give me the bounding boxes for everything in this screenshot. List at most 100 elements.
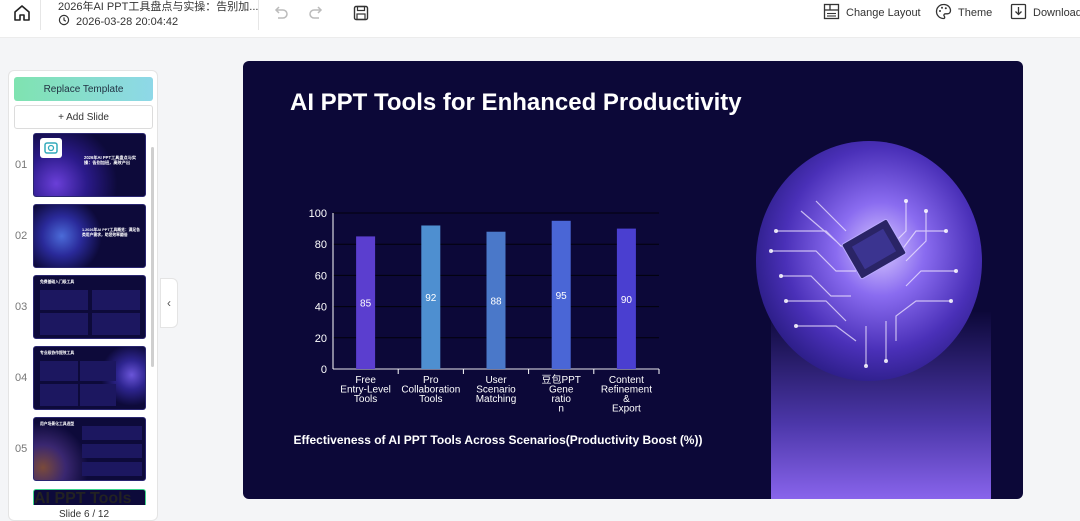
slide-thumbnail-selected[interactable]: AI PPT Tools for Enhanced Productivity — [33, 489, 146, 505]
collapse-panel-button[interactable]: ‹ — [160, 278, 178, 328]
chevron-left-icon: ‹ — [167, 296, 171, 310]
data-label: 92 — [425, 293, 437, 304]
content-box — [80, 384, 116, 406]
content-box — [40, 384, 78, 406]
replace-template-button[interactable]: Replace Template — [14, 77, 153, 101]
redo-icon[interactable] — [307, 4, 325, 22]
cpu-chip-icon — [841, 218, 907, 280]
content-box — [82, 462, 142, 476]
y-tick-label: 80 — [315, 239, 327, 251]
download-button[interactable]: Download — [1010, 3, 1080, 23]
thumbnail-scrollbar[interactable] — [151, 147, 154, 367]
y-tick-label: 0 — [321, 364, 327, 376]
data-label: 95 — [556, 291, 568, 302]
slide-number: 04 — [15, 372, 28, 384]
change-layout-button[interactable]: Change Layout — [823, 3, 921, 23]
slide-number: 05 — [15, 443, 28, 455]
thumbnail-text: AI PPT Tools for Enhanced Productivity — [34, 490, 132, 505]
thumbnail-text: 免费基础入门级工具 — [40, 280, 75, 284]
chart-bar — [356, 236, 376, 369]
slide-number: 02 — [15, 230, 28, 242]
thumbnail-text: 用户场景化工具选型 — [40, 422, 75, 426]
slide-thumbnail[interactable]: 免费基础入门级工具 — [33, 275, 146, 339]
data-label: 88 — [490, 296, 502, 307]
chart-bar — [551, 220, 571, 369]
history-icon[interactable] — [58, 14, 70, 29]
x-tick-label: Pro — [423, 375, 439, 386]
thumbnail-text: 1.2026年AI PPT工具概览：满足各类用户需求，助您效率翻倍 — [82, 228, 141, 237]
slide-thumbnail-row[interactable]: 01 2026年AI PPT工具盘点与实操：告别加班，高效产出 — [9, 133, 159, 199]
x-tick-label: Gene — [549, 385, 574, 396]
slide-thumbnail[interactable]: 1.2026年AI PPT工具概览：满足各类用户需求，助您效率翻倍 — [33, 204, 146, 268]
add-slide-button[interactable]: + Add Slide — [14, 105, 153, 129]
x-tick-label: Refinement — [601, 385, 652, 396]
layout-icon — [823, 3, 840, 23]
content-box — [80, 361, 116, 381]
home-icon[interactable] — [12, 3, 32, 23]
chart-bar — [421, 225, 441, 369]
y-tick-label: 20 — [315, 333, 327, 345]
x-tick-label: Content — [609, 375, 644, 386]
undo-icon[interactable] — [272, 4, 290, 22]
slide-thumbnail-row[interactable]: 03 免费基础入门级工具 — [9, 275, 159, 341]
image-placeholder-icon — [40, 138, 62, 158]
palette-icon — [935, 3, 952, 23]
content-box — [40, 313, 88, 335]
divider — [258, 0, 259, 30]
slide-counter: Slide 6 / 12 — [58, 509, 110, 520]
theme-button[interactable]: Theme — [935, 3, 992, 23]
content-box — [82, 444, 142, 458]
download-icon — [1010, 3, 1027, 23]
slide-thumbnail-row[interactable]: 02 1.2026年AI PPT工具概览：满足各类用户需求，助您效率翻倍 — [9, 204, 159, 270]
slide-thumbnail-row[interactable]: 04 专业级协作提效工具 — [9, 346, 159, 412]
document-title[interactable]: 2026年AI PPT工具盘点与实操：告别加... — [58, 1, 259, 13]
x-tick-label: Scenario — [476, 385, 516, 396]
thumbnail-text: 专业级协作提效工具 — [40, 351, 75, 355]
content-box — [40, 361, 78, 381]
x-tick-label: Free — [355, 375, 376, 386]
chart-title[interactable]: Effectiveness of AI PPT Tools Across Sce… — [293, 433, 703, 447]
x-tick-label: & — [623, 394, 630, 405]
slide-title[interactable]: AI PPT Tools for Enhanced Productivity — [290, 89, 742, 116]
top-toolbar: 2026年AI PPT工具盘点与实操：告别加... 2026-03-28 20:… — [0, 0, 1080, 38]
theme-label: Theme — [958, 7, 993, 19]
x-tick-label: Matching — [476, 394, 517, 405]
data-label: 85 — [360, 299, 372, 310]
slide-number: 01 — [15, 159, 28, 171]
data-label: 90 — [621, 295, 633, 306]
content-box — [92, 313, 140, 335]
content-box — [82, 426, 142, 440]
slide-thumbnail[interactable]: 专业级协作提效工具 — [33, 346, 146, 410]
content-box — [40, 290, 88, 310]
x-tick-label: n — [558, 404, 564, 415]
slide-number: 03 — [15, 301, 28, 313]
slide-thumbnail-row[interactable]: 05 用户场景化工具选型 — [9, 417, 159, 483]
circuit-board-image[interactable] — [756, 141, 982, 381]
save-icon[interactable] — [352, 4, 370, 22]
chart-bar — [616, 228, 636, 369]
change-layout-label: Change Layout — [846, 7, 921, 19]
x-tick-label: User — [485, 375, 507, 386]
y-tick-label: 60 — [315, 270, 327, 282]
thumbnail-text: 2026年AI PPT工具盘点与实操：告别加班，高效产出 — [84, 155, 137, 166]
bar-chart[interactable]: 02040608010085FreeEntry-LevelTools92ProC… — [243, 61, 763, 431]
divider — [40, 0, 41, 30]
slide-thumbnail-panel: Replace Template + Add Slide 01 2026年AI … — [8, 70, 158, 521]
slide-thumbnail[interactable]: 2026年AI PPT工具盘点与实操：告别加班，高效产出 — [33, 133, 146, 197]
save-timestamp: 2026-03-28 20:04:42 — [58, 14, 178, 29]
x-tick-label: Tools — [419, 394, 442, 405]
x-tick-label: ratio — [551, 394, 571, 405]
x-tick-label: Entry-Level — [340, 385, 391, 396]
slide-canvas[interactable]: AI PPT Tools for Enhanced Productivity 0… — [243, 61, 1023, 499]
slide-thumbnail[interactable]: 用户场景化工具选型 — [33, 417, 146, 481]
x-tick-label: Tools — [354, 394, 377, 405]
timestamp-text: 2026-03-28 20:04:42 — [76, 15, 179, 28]
y-tick-label: 100 — [309, 208, 327, 220]
content-box — [92, 290, 140, 310]
x-tick-label: Export — [612, 404, 641, 415]
x-tick-label: 豆包PPT — [541, 373, 580, 386]
download-label: Download — [1033, 7, 1080, 19]
chart-bar — [486, 231, 506, 369]
x-tick-label: Collaboration — [401, 385, 460, 396]
y-tick-label: 40 — [315, 302, 327, 314]
